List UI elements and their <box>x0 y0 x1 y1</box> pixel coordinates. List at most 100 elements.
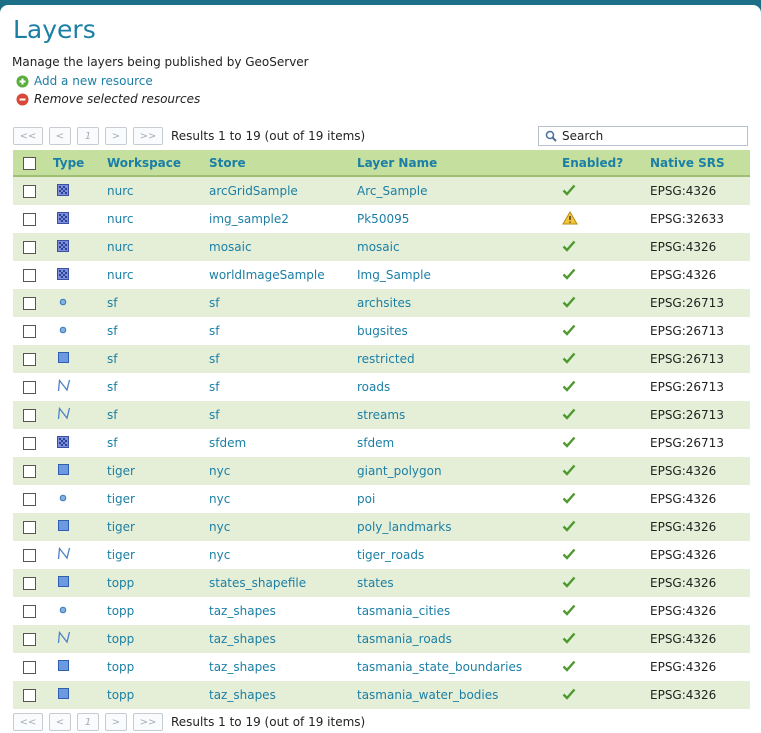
workspace-cell[interactable]: tiger <box>107 492 135 506</box>
row-checkbox[interactable] <box>23 689 36 702</box>
store-cell[interactable]: mosaic <box>205 233 353 261</box>
store-cell[interactable]: nyc <box>205 457 353 485</box>
pager-button[interactable]: 1 <box>77 713 99 731</box>
store-cell[interactable]: taz_shapes <box>205 681 353 709</box>
row-checkbox[interactable] <box>23 325 36 338</box>
layer-name-cell[interactable]: Arc_Sample <box>353 176 558 205</box>
pager-button[interactable]: >> <box>133 127 163 145</box>
store-cell[interactable]: sf <box>209 324 220 338</box>
store-cell[interactable]: sf <box>205 401 353 429</box>
store-cell[interactable]: nyc <box>205 513 353 541</box>
workspace-cell[interactable]: tiger <box>107 548 135 562</box>
layer-name-cell[interactable]: tiger_roads <box>357 548 425 562</box>
row-checkbox[interactable] <box>23 465 36 478</box>
store-cell[interactable]: taz_shapes <box>209 660 276 674</box>
layer-name-cell[interactable]: streams <box>353 401 558 429</box>
select-all-checkbox[interactable] <box>23 156 36 170</box>
store-cell[interactable]: states_shapefile <box>205 569 353 597</box>
row-checkbox[interactable] <box>23 605 36 618</box>
store-cell[interactable]: taz_shapes <box>205 625 353 653</box>
pager-button[interactable]: >> <box>133 713 163 731</box>
srs-cell: EPSG:4326 <box>646 625 750 653</box>
workspace-cell[interactable]: topp <box>107 660 135 674</box>
layer-name-cell[interactable]: Pk50095 <box>357 212 410 226</box>
store-cell[interactable]: sf <box>205 345 353 373</box>
table-row: sf sf bugsites EPSG:26713 <box>13 317 750 345</box>
remove-resources-link[interactable]: Remove selected resources <box>16 92 200 106</box>
layer-name-cell[interactable]: restricted <box>353 345 558 373</box>
workspace-cell[interactable]: tiger <box>103 513 205 541</box>
layer-name-cell[interactable]: sfdem <box>357 436 395 450</box>
row-checkbox[interactable] <box>23 661 36 674</box>
store-cell[interactable]: nyc <box>209 548 231 562</box>
column-header[interactable]: Enabled? <box>558 150 646 177</box>
column-header[interactable]: Store <box>205 150 353 177</box>
workspace-cell[interactable]: nurc <box>107 212 134 226</box>
store-cell[interactable]: img_sample2 <box>209 212 289 226</box>
row-checkbox[interactable] <box>23 213 36 226</box>
workspace-cell[interactable]: nurc <box>103 176 205 205</box>
column-header[interactable]: Native SRS <box>646 150 750 177</box>
workspace-cell[interactable]: topp <box>103 625 205 653</box>
row-checkbox[interactable] <box>23 493 36 506</box>
link-text[interactable]: Remove selected resources <box>34 92 201 106</box>
row-checkbox[interactable] <box>23 409 36 422</box>
layer-name-cell[interactable]: poi <box>357 492 376 506</box>
pager-button[interactable]: < <box>49 713 71 731</box>
pager-button[interactable]: < <box>49 127 71 145</box>
row-checkbox[interactable] <box>23 353 36 366</box>
pager-button[interactable]: << <box>13 713 43 731</box>
row-checkbox[interactable] <box>23 633 36 646</box>
workspace-cell[interactable]: topp <box>107 604 135 618</box>
workspace-cell[interactable]: sf <box>103 345 205 373</box>
column-header[interactable]: Layer Name <box>353 150 558 177</box>
workspace-cell[interactable]: topp <box>103 569 205 597</box>
workspace-cell[interactable]: topp <box>103 681 205 709</box>
store-cell[interactable]: arcGridSample <box>205 176 353 205</box>
layer-name-cell[interactable]: states <box>353 569 558 597</box>
layer-name-cell[interactable]: Img_Sample <box>357 268 431 282</box>
layer-name-cell[interactable]: roads <box>357 380 391 394</box>
layer-name-cell[interactable]: mosaic <box>353 233 558 261</box>
layer-name-cell[interactable]: bugsites <box>357 324 408 338</box>
pager-button[interactable]: > <box>105 127 127 145</box>
store-cell[interactable]: taz_shapes <box>209 604 276 618</box>
layer-name-cell[interactable]: tasmania_water_bodies <box>353 681 558 709</box>
store-cell[interactable]: sf <box>209 380 220 394</box>
pager-button[interactable]: << <box>13 127 43 145</box>
workspace-cell[interactable]: sf <box>103 401 205 429</box>
store-cell[interactable]: worldImageSample <box>209 268 325 282</box>
row-checkbox[interactable] <box>23 269 36 282</box>
pager-button[interactable]: > <box>105 713 127 731</box>
layer-name-cell[interactable]: tasmania_roads <box>353 625 558 653</box>
row-checkbox[interactable] <box>23 381 36 394</box>
store-cell[interactable]: nyc <box>209 492 231 506</box>
row-checkbox[interactable] <box>23 437 36 450</box>
layer-name-cell[interactable]: tasmania_state_boundaries <box>357 660 523 674</box>
workspace-cell[interactable]: nurc <box>103 233 205 261</box>
workspace-cell[interactable]: sf <box>107 380 118 394</box>
row-checkbox[interactable] <box>23 297 36 310</box>
pager-button[interactable]: 1 <box>77 127 99 145</box>
workspace-cell[interactable]: nurc <box>107 268 134 282</box>
layer-name-cell[interactable]: tasmania_cities <box>357 604 451 618</box>
column-header[interactable]: Type <box>49 150 103 177</box>
workspace-cell[interactable]: sf <box>107 324 118 338</box>
row-checkbox[interactable] <box>23 241 36 254</box>
column-header[interactable]: Workspace <box>103 150 205 177</box>
layer-name-cell[interactable]: archsites <box>353 289 558 317</box>
row-checkbox[interactable] <box>23 549 36 562</box>
workspace-cell[interactable]: tiger <box>103 457 205 485</box>
row-checkbox[interactable] <box>23 185 36 198</box>
search-box[interactable]: Search <box>538 126 748 146</box>
add-resource-link[interactable]: Add a new resource <box>16 74 153 88</box>
workspace-cell[interactable]: sf <box>107 436 118 450</box>
store-cell[interactable]: sfdem <box>209 436 247 450</box>
layer-name-cell[interactable]: giant_polygon <box>353 457 558 485</box>
row-checkbox[interactable] <box>23 521 36 534</box>
link-text[interactable]: Add a new resource <box>34 74 153 88</box>
row-checkbox[interactable] <box>23 577 36 590</box>
workspace-cell[interactable]: sf <box>103 289 205 317</box>
layer-name-cell[interactable]: poly_landmarks <box>353 513 558 541</box>
store-cell[interactable]: sf <box>205 289 353 317</box>
